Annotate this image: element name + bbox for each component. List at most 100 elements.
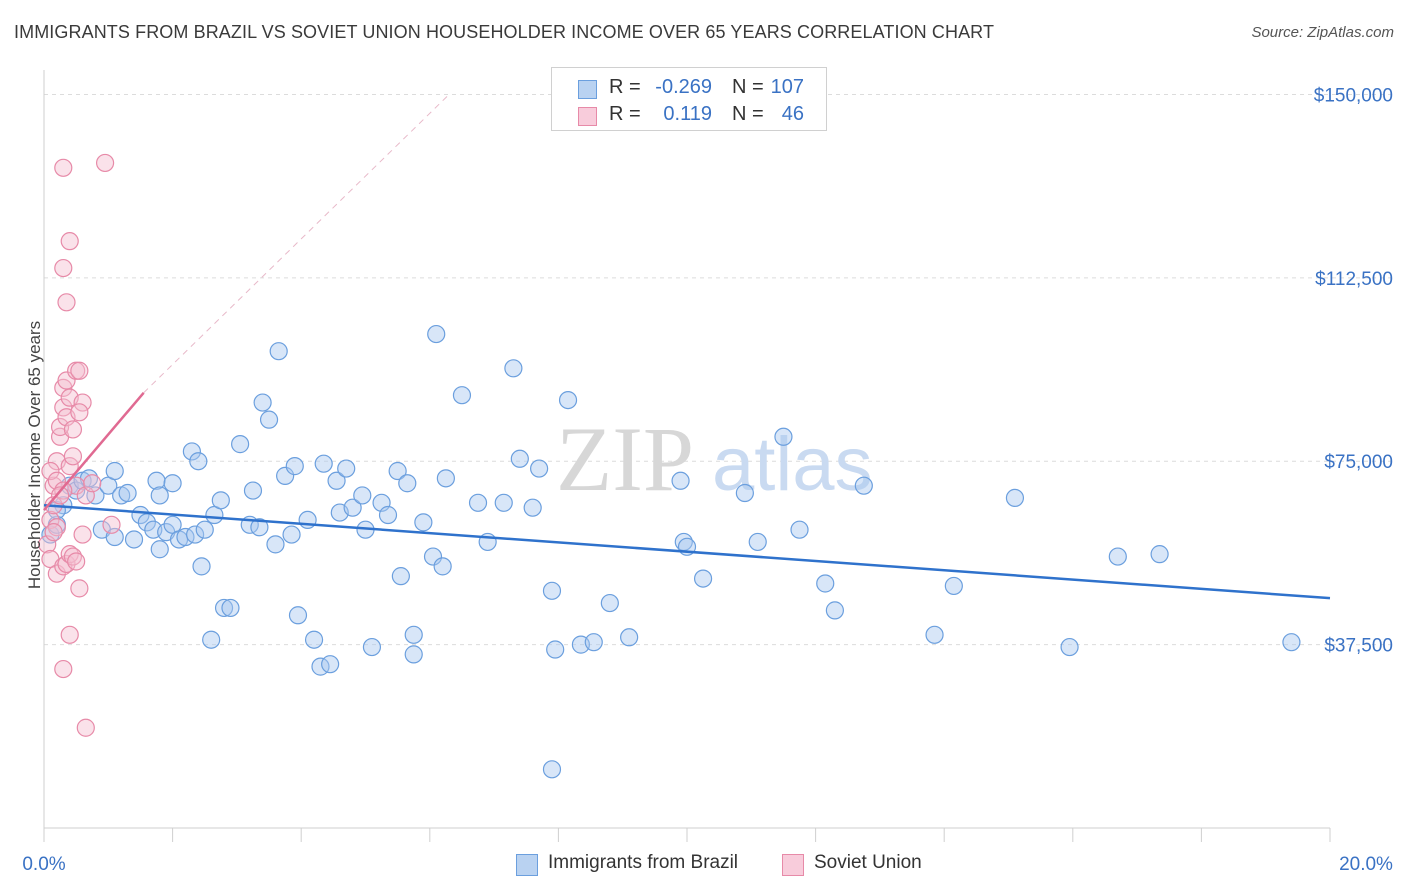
brazil-point xyxy=(748,532,767,552)
brazil-point xyxy=(404,645,423,664)
grid-lines xyxy=(44,93,1396,646)
brazil-point xyxy=(671,471,690,490)
brazil-point xyxy=(276,466,295,485)
brazil-point xyxy=(147,471,166,490)
n-value: 46 xyxy=(781,103,804,125)
soviet-point xyxy=(70,361,89,380)
soviet-point xyxy=(41,461,60,481)
brazil-point xyxy=(854,476,873,495)
brazil-point xyxy=(189,452,208,471)
legend-row-soviet: R = 0.119 N = 46 xyxy=(552,101,826,129)
brazil-point xyxy=(790,520,809,539)
brazil-point xyxy=(150,540,169,559)
soviet-point xyxy=(76,718,95,737)
soviet-point xyxy=(63,420,83,439)
brazil-point xyxy=(1060,637,1079,657)
soviet-point xyxy=(70,403,89,422)
stats-legend: R = -0.269 N = 107 R = 0.119 N = 46 xyxy=(551,67,827,131)
brazil-point xyxy=(774,427,793,446)
brazil-point xyxy=(735,483,754,503)
brazil-point xyxy=(327,471,346,490)
soviet-point xyxy=(73,525,92,544)
soviet-point xyxy=(47,564,66,583)
soviet-point xyxy=(47,518,66,537)
brazil-point xyxy=(243,481,263,500)
soviet-point xyxy=(102,515,121,534)
brazil-point xyxy=(423,547,443,566)
brazil-point xyxy=(1150,545,1169,564)
reference-dashed-line xyxy=(143,94,450,394)
brazil-point xyxy=(944,576,963,596)
brazil-point xyxy=(192,557,211,576)
brazil-point xyxy=(321,655,340,674)
brazil-point xyxy=(542,581,562,600)
brazil-point xyxy=(436,469,455,488)
brazil-point xyxy=(337,459,356,478)
soviet-point xyxy=(73,393,92,412)
brazil-point xyxy=(202,630,221,649)
soviet-point xyxy=(60,457,79,476)
brazil-trend-line xyxy=(43,503,1331,600)
soviet-point xyxy=(54,158,73,177)
brazil-point xyxy=(1282,633,1301,652)
n-label: N = xyxy=(732,103,764,125)
y-tick-label: $150,000 xyxy=(1314,85,1393,106)
brazil-point xyxy=(427,324,446,344)
y-tick-label: $75,000 xyxy=(1324,452,1393,473)
legend-label: Immigrants from Brazil xyxy=(548,852,739,873)
brazil-point xyxy=(150,486,169,505)
brazil-point xyxy=(163,474,182,493)
r-value: 0.119 xyxy=(663,103,712,125)
soviet-point xyxy=(63,447,83,466)
brazil-point xyxy=(816,574,835,593)
soviet-point xyxy=(60,232,79,251)
data-points xyxy=(38,153,1301,779)
watermark-zip: ZIP xyxy=(556,408,694,510)
brazil-point xyxy=(510,449,529,468)
brazil-point xyxy=(620,628,639,647)
brazil-point xyxy=(600,593,619,613)
soviet-point xyxy=(60,545,79,564)
brazil-point xyxy=(259,410,279,429)
soviet-point xyxy=(50,486,70,505)
brazil-point xyxy=(494,493,513,512)
y-tick-label: $112,500 xyxy=(1315,269,1393,290)
brazil-swatch xyxy=(578,80,597,99)
x-tick-label: 0.0% xyxy=(22,854,65,875)
legend-row-brazil: R = -0.269 N = 107 xyxy=(552,74,826,102)
brazil-point xyxy=(250,518,269,537)
brazil-point xyxy=(266,535,285,554)
r-label: R = xyxy=(609,103,641,125)
soviet-point xyxy=(70,579,89,598)
brazil-point xyxy=(362,637,382,657)
soviet-point xyxy=(44,523,63,542)
soviet-point xyxy=(57,371,76,390)
brazil-point xyxy=(41,525,60,544)
soviet-point xyxy=(47,471,66,490)
brazil-point xyxy=(558,390,578,410)
r-value: -0.269 xyxy=(655,76,712,98)
brazil-point xyxy=(391,567,410,586)
chart-title: IMMIGRANTS FROM BRAZIL VS SOVIET UNION H… xyxy=(14,22,995,42)
soviet-legend-swatch xyxy=(782,854,804,876)
source-label: Source: ZipAtlas.com xyxy=(1251,24,1394,41)
brazil-point xyxy=(105,461,124,481)
brazil-point xyxy=(542,760,562,779)
brazil-point xyxy=(269,342,288,361)
brazil-point xyxy=(211,491,230,510)
brazil-point xyxy=(304,630,324,649)
n-label: N = xyxy=(732,76,764,98)
axes xyxy=(43,70,1331,842)
soviet-point xyxy=(54,481,73,500)
brazil-point xyxy=(195,520,214,539)
brazil-point xyxy=(378,505,398,525)
x-tick-label: 20.0% xyxy=(1339,854,1393,875)
soviet-swatch xyxy=(578,107,597,126)
legend-label: Soviet Union xyxy=(814,852,922,873)
brazil-point xyxy=(288,606,308,625)
brazil-point xyxy=(118,483,137,503)
brazil-point xyxy=(504,359,523,378)
brazil-point xyxy=(693,569,713,588)
brazil-point xyxy=(1005,488,1025,508)
brazil-point xyxy=(414,513,433,532)
